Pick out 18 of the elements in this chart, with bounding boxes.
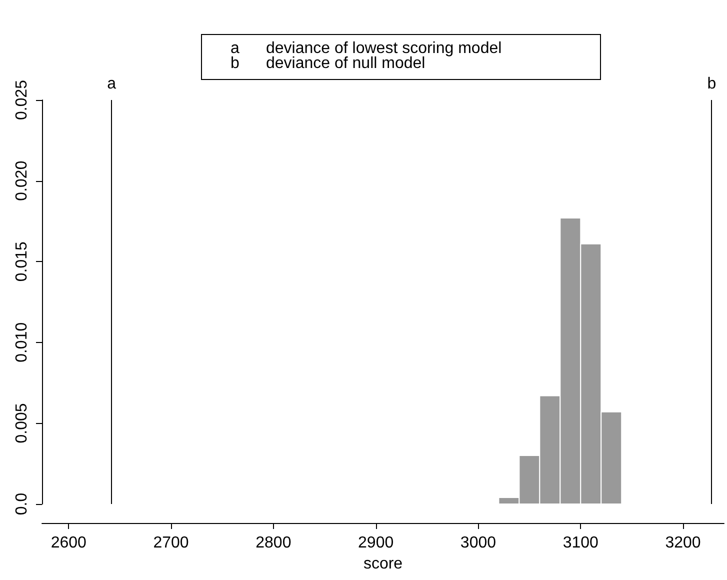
ref-line-label: a <box>107 76 116 92</box>
text: b deviance of null model <box>230 55 426 72</box>
x-axis-title: score <box>363 555 403 572</box>
y-tick-label: 0.010 <box>14 322 30 362</box>
y-tick-label: 0.020 <box>14 160 30 201</box>
x-tick-label: 2800 <box>256 534 292 552</box>
text: a deviance of lowest scoring model <box>230 40 502 57</box>
x-tick-label: 3200 <box>665 534 701 552</box>
x-tick-label: 2900 <box>358 534 394 552</box>
x-tick-label: 3100 <box>562 534 599 552</box>
ref-line-label: b <box>707 76 716 92</box>
x-tick-label: 2600 <box>50 534 87 552</box>
x-tick-label: 3000 <box>460 534 496 552</box>
y-tick-label: 0.0 <box>14 492 30 516</box>
y-tick-label: 0.015 <box>14 241 30 282</box>
x-tick-label: 2700 <box>153 534 189 552</box>
y-tick-label: 0.005 <box>14 403 30 444</box>
y-tick-label: 0.025 <box>14 80 30 120</box>
